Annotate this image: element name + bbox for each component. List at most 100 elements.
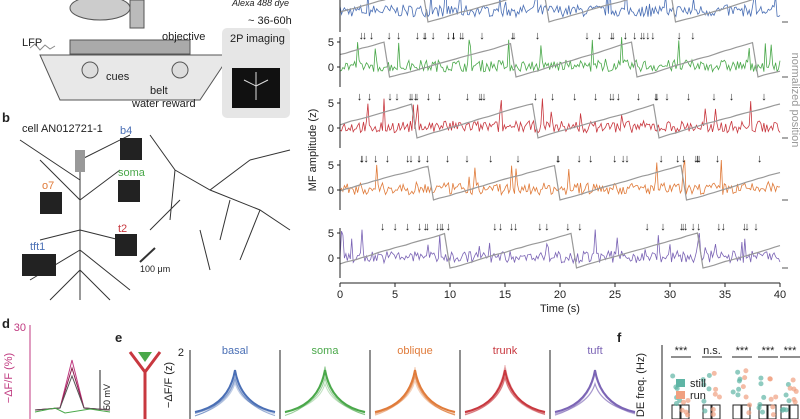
event-arrow: ↓ — [451, 30, 457, 42]
event-arrow: ↓ — [610, 91, 616, 103]
dot — [730, 389, 736, 395]
dot — [736, 378, 742, 384]
trace — [339, 37, 781, 73]
event-arrow: ↓ — [363, 153, 369, 165]
event-arrow: ↓ — [408, 153, 414, 165]
inset — [22, 254, 56, 276]
event-arrow: ↓ — [716, 221, 722, 233]
dot — [786, 398, 792, 404]
dot — [710, 406, 716, 412]
event-arrow: ↓ — [510, 30, 516, 42]
label: ~ 36-60h — [248, 15, 292, 27]
label: objective — [162, 31, 205, 43]
neuron-icon — [243, 72, 269, 100]
x-axis-label: Time (s) — [540, 303, 580, 315]
trace — [339, 0, 781, 19]
panel-label: b — [2, 110, 10, 125]
dot — [743, 368, 749, 374]
bar — [732, 404, 742, 419]
event-arrow: ↓ — [445, 153, 451, 165]
dot — [767, 376, 773, 382]
event-arrow: ↓ — [416, 153, 422, 165]
label: 2P imaging — [230, 33, 285, 45]
event-arrow: ↓ — [413, 91, 419, 103]
dot — [791, 386, 797, 392]
event-arrow: ↓ — [664, 91, 670, 103]
event-arrow: ↓ — [414, 91, 420, 103]
event-arrow: ↓ — [721, 221, 727, 233]
event-arrow: ↓ — [550, 91, 556, 103]
mean-trace — [194, 369, 276, 413]
event-arrow: ↓ — [405, 221, 411, 233]
inset — [120, 138, 142, 160]
event-arrow: ↓ — [396, 30, 402, 42]
event-arrow: ↓ — [357, 91, 363, 103]
event-arrow: ↓ — [438, 221, 444, 233]
dot — [677, 397, 683, 403]
dot — [713, 386, 719, 392]
site-label: t2 — [118, 223, 127, 235]
dot — [740, 384, 746, 390]
event-arrow: ↓ — [741, 221, 747, 233]
event-arrow: ↓ — [380, 221, 386, 233]
dot — [701, 398, 707, 404]
site-label: o7 — [42, 180, 54, 192]
dot — [747, 402, 753, 408]
dot — [758, 381, 764, 387]
event-arrow: ↓ — [460, 30, 466, 42]
mean-trace — [374, 369, 456, 413]
event-arrow: ↓ — [481, 91, 487, 103]
compartment-label: basal — [222, 345, 248, 357]
dot — [685, 397, 691, 403]
event-arrow: ↓ — [690, 30, 696, 42]
event-arrow: ↓ — [387, 91, 393, 103]
dot — [770, 404, 776, 410]
event-arrow: ↓ — [572, 91, 578, 103]
bar — [758, 404, 768, 419]
y-tick-label: 0 — [328, 253, 334, 265]
event-arrow: ↓ — [477, 91, 483, 103]
event-arrow: ↓ — [458, 30, 464, 42]
compartment-label: soma — [312, 345, 340, 357]
trace — [339, 98, 781, 135]
event-trace — [194, 381, 276, 417]
event-arrow: ↓ — [533, 91, 539, 103]
y-tick-label: 5 — [328, 37, 334, 49]
event-arrow: ↓ — [421, 30, 427, 42]
dot — [768, 396, 774, 402]
x-tick-label: 0 — [337, 289, 343, 301]
event-arrow: ↓ — [577, 221, 583, 233]
dot — [761, 394, 767, 400]
label: belt — [150, 85, 168, 97]
significance: n.s. — [703, 345, 721, 357]
cell-name: cell AN012721-1 — [22, 123, 103, 135]
compartment-label: oblique — [397, 345, 432, 357]
legend-swatch — [676, 379, 685, 387]
event-arrow: ↓ — [644, 221, 650, 233]
y-axis-label: MF amplitude (z) — [307, 109, 319, 192]
dot — [701, 382, 707, 388]
event-arrow: ↓ — [417, 221, 423, 233]
event-trace — [554, 381, 636, 414]
site-label: tft1 — [30, 241, 45, 253]
event-arrow: ↓ — [676, 30, 682, 42]
event-arrow: ↓ — [729, 91, 735, 103]
y-tick-label: 5 — [328, 228, 334, 240]
dot — [770, 412, 776, 418]
event-trace — [464, 378, 546, 416]
event-arrow: ↓ — [650, 30, 656, 42]
legend-swatch — [676, 391, 685, 399]
event-arrow: ↓ — [654, 91, 660, 103]
position-line — [339, 232, 781, 269]
dot — [670, 373, 676, 379]
y-tick-label: 0 — [328, 123, 334, 135]
event-trace — [464, 377, 546, 416]
event-arrow: ↓ — [515, 153, 521, 165]
event-arrow: ↓ — [425, 153, 431, 165]
dot — [773, 394, 779, 400]
event-arrow: ↓ — [609, 30, 615, 42]
y-axis-label: −ΔF/F (z) — [163, 362, 175, 408]
event-arrow: ↓ — [416, 153, 422, 165]
event-arrow: ↓ — [479, 30, 485, 42]
event-arrow: ↓ — [632, 30, 638, 42]
